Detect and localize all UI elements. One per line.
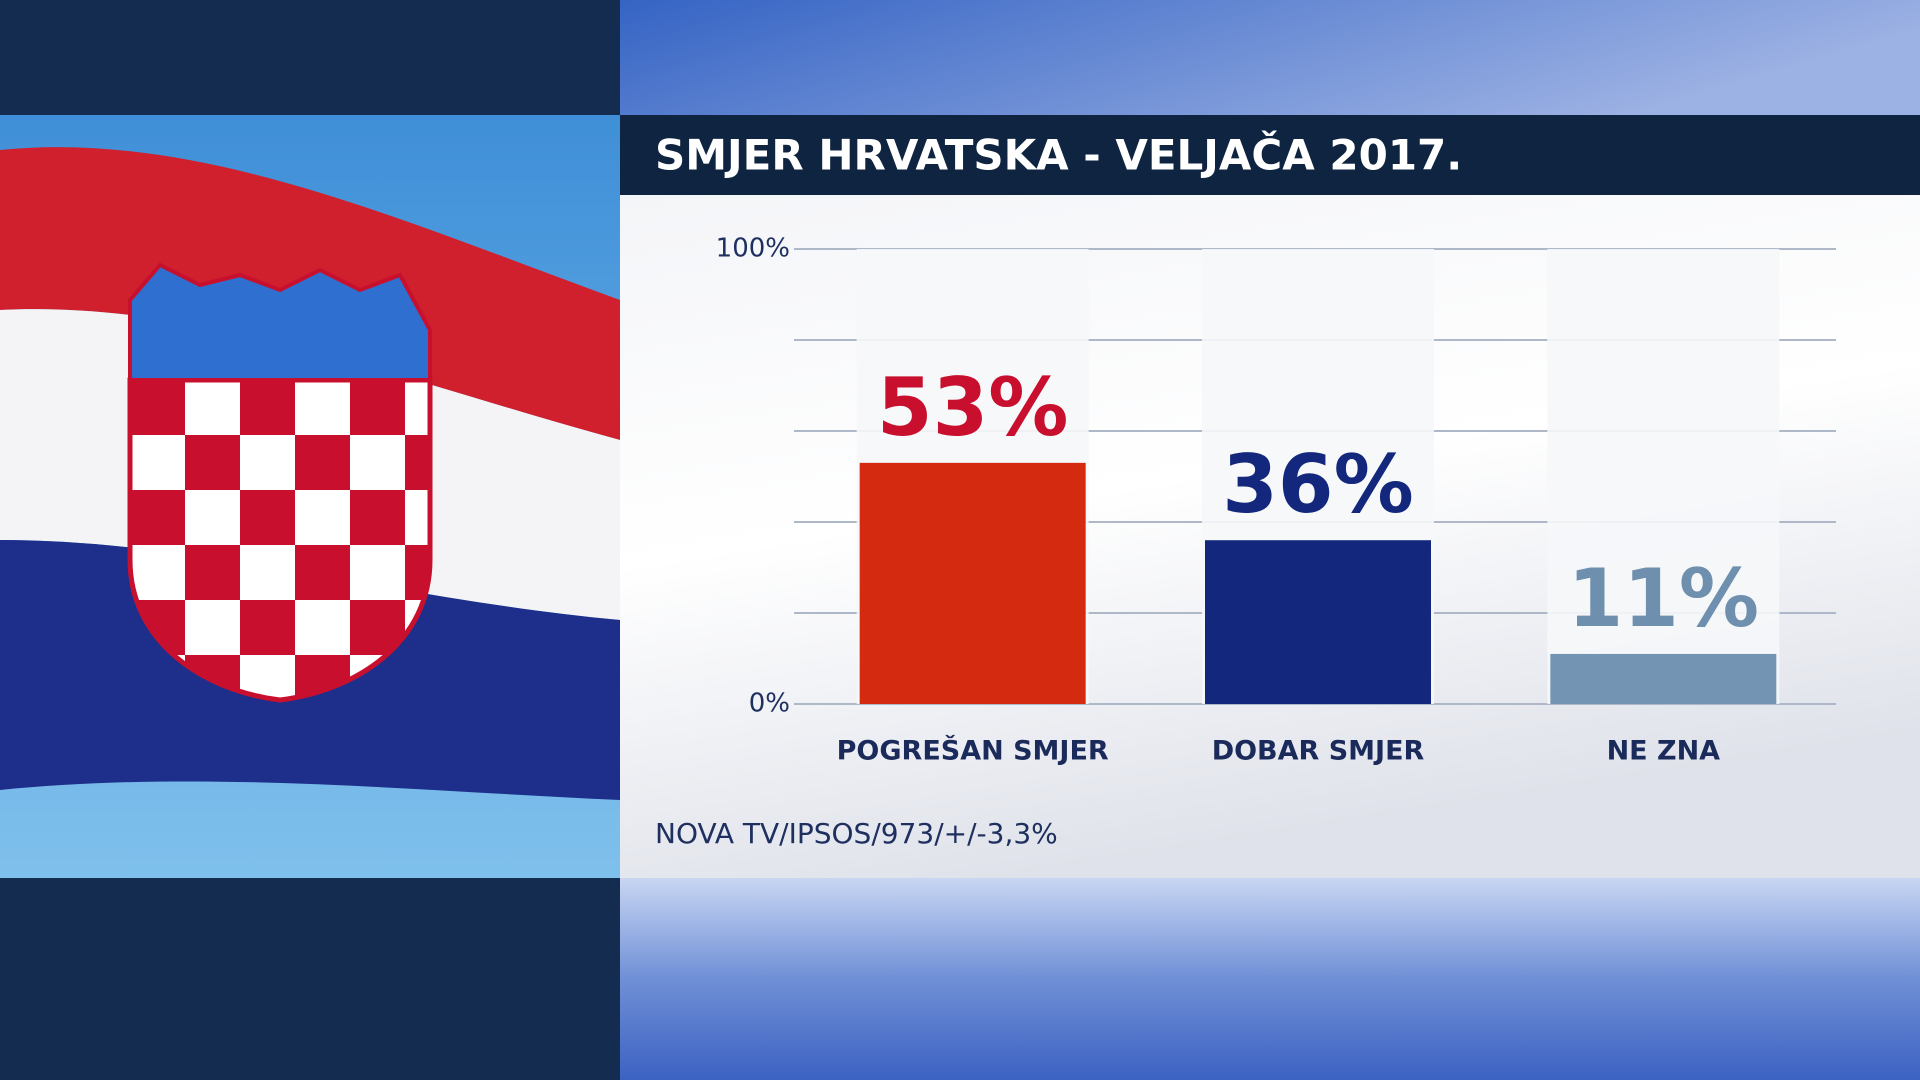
bar [1205, 540, 1431, 704]
x-tick-label: DOBAR SMJER [1212, 736, 1425, 767]
value-label: 11% [1568, 552, 1759, 645]
value-label: 53% [877, 361, 1068, 454]
x-tick-label: NE ZNA [1607, 736, 1721, 767]
bottom-background [620, 878, 1920, 1080]
value-label: 36% [1222, 438, 1413, 531]
bar [1550, 653, 1777, 704]
chart-title: SMJER HRVATSKA - VELJAČA 2017. [655, 130, 1462, 180]
top-background [620, 0, 1920, 115]
source-note: NOVA TV/IPSOS/973/+/-3,3% [655, 817, 1058, 850]
x-tick-label: POGREŠAN SMJER [837, 735, 1109, 767]
y-tick-label: 0% [749, 689, 790, 719]
y-tick-label: 100% [716, 234, 790, 264]
title-bar [620, 115, 1920, 195]
flag [0, 115, 620, 878]
column-background [1547, 249, 1780, 704]
bar [859, 462, 1086, 704]
